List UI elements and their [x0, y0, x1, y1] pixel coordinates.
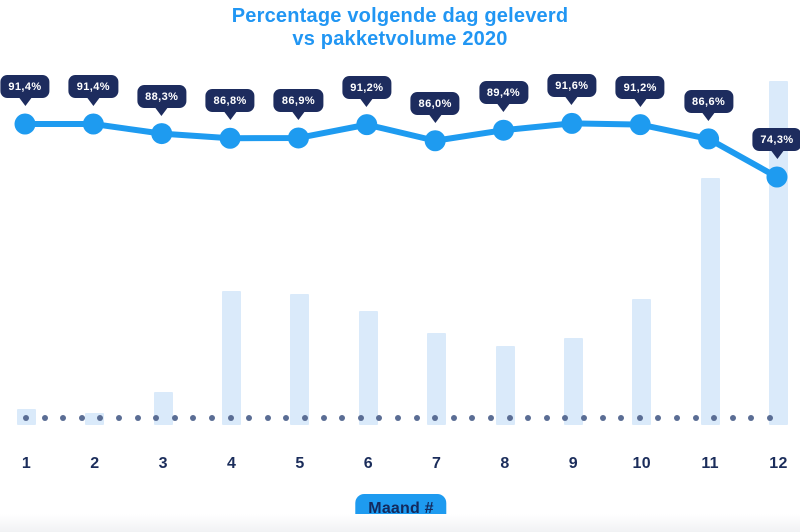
volume-bar-month-7 [427, 333, 447, 425]
baseline-dot [618, 415, 625, 421]
baseline-dot [78, 415, 85, 421]
trend-line [22, 120, 780, 181]
data-point-marker-month-10 [629, 114, 651, 136]
baseline-dot [60, 415, 67, 421]
baseline-dot [525, 415, 532, 421]
baseline-dot [23, 415, 29, 421]
baseline-dot [357, 415, 364, 421]
baseline-dot [692, 415, 699, 421]
volume-bar-month-11 [700, 178, 720, 425]
baseline-dot [748, 415, 755, 421]
x-axis-label-5: 5 [295, 455, 305, 472]
baseline-dot [41, 415, 48, 421]
data-point-marker-month-11 [698, 128, 720, 150]
baseline-dot [376, 415, 383, 421]
chart-title-line1: Percentage volgende dag geleverd [231, 5, 569, 27]
value-tooltip-month-10: 91,2% [615, 75, 665, 99]
baseline-dot [599, 415, 606, 421]
baseline-dot [171, 415, 178, 421]
data-point-marker-month-7 [424, 130, 446, 152]
value-tooltip-month-4: 86,8% [205, 89, 255, 113]
x-axis-label-4: 4 [226, 455, 237, 472]
baseline-dot [339, 415, 346, 421]
chart-title: Percentage volgende dag geleverd vs pakk… [0, 5, 800, 51]
baseline-dot [134, 415, 141, 421]
x-axis-label-12: 12 [769, 455, 788, 472]
volume-bar-month-12 [768, 81, 788, 425]
baseline-dot [302, 415, 308, 421]
x-axis-label-2: 2 [90, 455, 100, 472]
volume-bar-month-5 [290, 294, 310, 425]
baseline-dot [227, 415, 234, 421]
baseline-dot [320, 415, 327, 421]
data-point-marker-month-8 [493, 119, 515, 141]
x-axis-label-9: 9 [568, 455, 578, 472]
baseline-dot [450, 415, 457, 421]
data-point-marker-month-6 [356, 114, 378, 136]
baseline-dot [116, 415, 122, 421]
value-tooltip-month-7: 86,0% [410, 91, 460, 115]
volume-bar-month-6 [358, 311, 378, 425]
baseline-dot [729, 415, 736, 421]
data-point-marker-month-5 [287, 127, 309, 149]
x-axis-label-6: 6 [363, 455, 373, 472]
baseline-dot [636, 415, 643, 421]
baseline-dot [469, 415, 476, 421]
data-point-marker-month-3 [151, 123, 173, 145]
value-tooltip-month-6: 91,2% [342, 75, 392, 99]
value-tooltip-month-11: 86,6% [683, 89, 734, 113]
value-tooltip-month-1: 91,4% [0, 75, 50, 98]
value-tooltip-month-12: 74,3% [752, 128, 800, 151]
volume-bar-month-4 [222, 290, 242, 425]
data-point-marker-month-2 [82, 113, 104, 135]
baseline-dot [543, 415, 550, 421]
chart-title-line2: vs pakketvolume 2020 [292, 28, 508, 50]
volume-bar-month-10 [632, 299, 652, 425]
baseline-dot [190, 415, 197, 421]
volume-bar-month-9 [563, 337, 583, 425]
data-point-marker-month-12 [766, 166, 788, 188]
baseline-dot [153, 415, 160, 421]
x-axis-label-11: 11 [701, 455, 719, 472]
baseline-dot [506, 415, 513, 421]
value-tooltip-month-5: 86,9% [273, 88, 324, 112]
x-axis-label-10: 10 [632, 455, 651, 472]
data-point-marker-month-1 [14, 113, 36, 135]
baseline-dot [395, 415, 401, 421]
baseline-dot [283, 415, 290, 421]
baseline-dot [767, 415, 773, 421]
baseline-dot [674, 415, 680, 421]
volume-bar-month-8 [495, 345, 515, 425]
baseline-dot [413, 415, 420, 421]
baseline-dot [488, 415, 494, 421]
data-point-marker-month-9 [561, 112, 583, 134]
baseline-dot [264, 415, 271, 421]
baseline-dot [209, 415, 215, 421]
baseline-dot [97, 415, 104, 421]
baseline-dot [711, 415, 718, 421]
baseline-dot [581, 415, 587, 421]
x-axis-label-3: 3 [158, 455, 168, 472]
baseline-dot [562, 415, 569, 421]
value-tooltip-month-2: 91,4% [68, 75, 118, 98]
value-tooltip-month-3: 88,3% [137, 84, 187, 108]
x-axis-label-8: 8 [500, 455, 510, 472]
x-axis-label-1: 1 [21, 455, 32, 472]
value-tooltip-month-8: 89,4% [478, 81, 529, 105]
baseline-dot [246, 415, 253, 421]
data-point-marker-month-4 [219, 127, 241, 149]
baseline-dot [655, 415, 662, 421]
bottom-fade [0, 514, 800, 532]
value-tooltip-month-9: 91,6% [547, 74, 597, 98]
baseline-dot [432, 415, 439, 421]
x-axis-label-7: 7 [432, 455, 442, 472]
